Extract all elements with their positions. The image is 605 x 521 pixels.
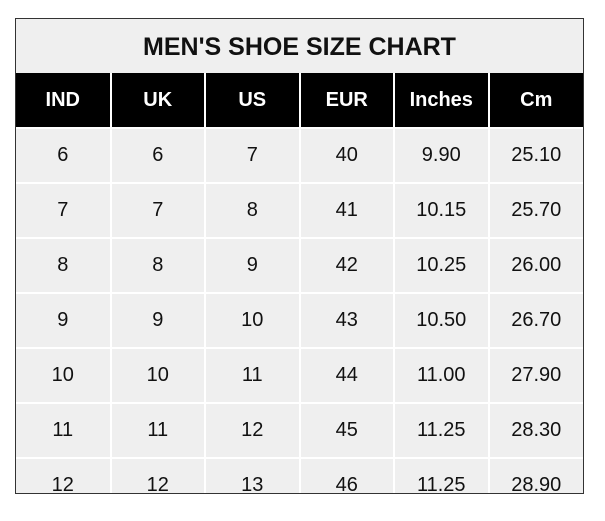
table-cell: 9	[16, 292, 112, 349]
column-header: UK	[109, 73, 206, 128]
table-cell: 44	[298, 347, 395, 404]
table-cell: 25.70	[487, 182, 583, 239]
table-row: 12 12 13 46 11.25 28.90	[16, 457, 583, 493]
table-cell: 10	[16, 347, 112, 404]
table-cell: 43	[298, 292, 395, 349]
table-cell: 7	[204, 127, 301, 184]
table-cell: 25.10	[487, 127, 583, 184]
header-row: IND UK US EUR Inches Cm	[16, 73, 583, 128]
chart-title: MEN'S SHOE SIZE CHART	[16, 19, 583, 73]
table-row: 8 8 9 42 10.25 26.00	[16, 237, 583, 294]
size-chart: MEN'S SHOE SIZE CHART IND UK US EUR Inches Cm…	[15, 18, 584, 494]
table-cell: 13	[204, 457, 301, 493]
table-cell: 6	[16, 127, 112, 184]
table-cell: 26.00	[487, 237, 583, 294]
table-cell: 11	[109, 402, 206, 459]
table-cell: 10	[204, 292, 301, 349]
table-row: 6 6 7 40 9.90 25.10	[16, 127, 583, 184]
table-cell: 26.70	[487, 292, 583, 349]
column-header: Cm	[487, 73, 583, 128]
table-cell: 12	[16, 457, 112, 493]
table-cell: 28.30	[487, 402, 583, 459]
table-cell: 41	[298, 182, 395, 239]
column-header: US	[204, 73, 301, 128]
table-cell: 6	[109, 127, 206, 184]
table-cell: 27.90	[487, 347, 583, 404]
table-cell: 11.00	[393, 347, 490, 404]
table-row: 9 9 10 43 10.50 26.70	[16, 292, 583, 349]
table-cell: 7	[16, 182, 112, 239]
table-cell: 42	[298, 237, 395, 294]
table-cell: 9	[204, 237, 301, 294]
table-row: 11 11 12 45 11.25 28.30	[16, 402, 583, 459]
table-cell: 7	[109, 182, 206, 239]
table-cell: 8	[204, 182, 301, 239]
table-cell: 11	[204, 347, 301, 404]
table-cell: 8	[16, 237, 112, 294]
table-cell: 11.25	[393, 402, 490, 459]
table-cell: 11.25	[393, 457, 490, 493]
column-header: EUR	[298, 73, 395, 128]
table-cell: 46	[298, 457, 395, 493]
table-cell: 12	[109, 457, 206, 493]
table-cell: 9	[109, 292, 206, 349]
table-cell: 10.25	[393, 237, 490, 294]
table-cell: 45	[298, 402, 395, 459]
table-cell: 40	[298, 127, 395, 184]
table-row: 7 7 8 41 10.15 25.70	[16, 182, 583, 239]
column-header: Inches	[393, 73, 490, 128]
size-table: IND UK US EUR Inches Cm 6 6 7 40 9.90 25.10 7 7 8 41 10…	[16, 73, 583, 493]
table-cell: 12	[204, 402, 301, 459]
table-cell: 11	[16, 402, 112, 459]
table-cell: 28.90	[487, 457, 583, 493]
table-cell: 8	[109, 237, 206, 294]
column-header: IND	[16, 73, 112, 128]
table-cell: 10.15	[393, 182, 490, 239]
table-cell: 10	[109, 347, 206, 404]
table-cell: 9.90	[393, 127, 490, 184]
table-cell: 10.50	[393, 292, 490, 349]
table-row: 10 10 11 44 11.00 27.90	[16, 347, 583, 404]
